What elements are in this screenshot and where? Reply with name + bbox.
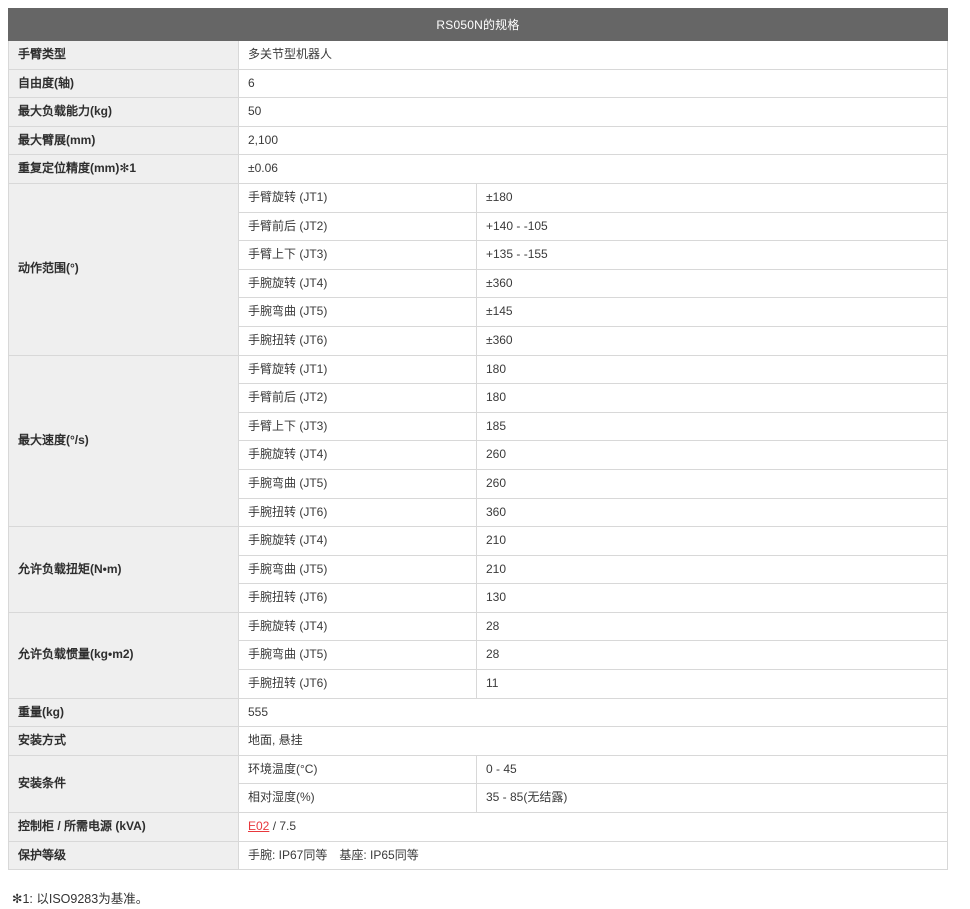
axis-label: 手臂旋转 (JT1) <box>238 354 477 385</box>
axis-value: 130 <box>475 583 949 613</box>
axis-label: 手腕扭转 (JT6) <box>238 669 477 699</box>
row-label-allowable-torque: 允许负载扭矩(N•m) <box>8 526 239 613</box>
row-label-protection: 保护等级 <box>8 840 239 871</box>
axis-label: 手腕弯曲 (JT5) <box>238 554 477 585</box>
row-value-controller: E02 / 7.5 <box>237 812 949 842</box>
row-value-mounting: 地面, 悬挂 <box>237 726 949 756</box>
table-row: 手腕扭转 (JT6) 360 <box>9 497 949 528</box>
axis-value: 210 <box>475 554 949 585</box>
controller-power-text: / 7.5 <box>269 819 297 834</box>
axis-label: 手腕旋转 (JT4) <box>238 526 477 556</box>
row-label: 手臂类型 <box>8 40 239 70</box>
table-row: 控制柜 / 所需电源 (kVA) E02 / 7.5 <box>8 812 949 842</box>
table-row: 重复定位精度(mm)✻1 ±0.06 <box>8 154 949 184</box>
table-title: RS050N的规格 <box>7 8 949 41</box>
row-label-max-speed: 最大速度(°/s) <box>8 354 239 528</box>
axis-value: 28 <box>475 611 949 642</box>
row-value: 6 <box>237 68 949 99</box>
table-row: 相对湿度(%) 35 - 85(无结露) <box>9 783 949 814</box>
row-value-weight: 555 <box>237 697 949 728</box>
axis-label: 手臂前后 (JT2) <box>238 383 477 413</box>
row-value: ±0.06 <box>237 154 949 184</box>
table-row: 重量(kg) 555 <box>8 697 949 728</box>
table-row: 手臂类型 多关节型机器人 <box>8 40 949 70</box>
axis-value: 360 <box>475 497 949 528</box>
axis-label: 手腕弯曲 (JT5) <box>238 468 477 499</box>
row-label: 自由度(轴) <box>8 68 239 99</box>
table-row: 最大速度(°/s) 手臂旋转 (JT1) 180 <box>8 354 949 528</box>
table-row: 手腕扭转 (JT6) ±360 <box>9 325 949 356</box>
row-label-mounting: 安装方式 <box>8 726 239 756</box>
row-label-weight: 重量(kg) <box>8 697 239 728</box>
table-row: 动作范围(°) 手臂旋转 (JT1) ±180 <box>8 182 949 356</box>
table-row: 手腕扭转 (JT6) 130 <box>9 583 949 613</box>
row-label: 最大负载能力(kg) <box>8 97 239 127</box>
table-row: 手腕弯曲 (JT5) 210 <box>9 554 949 585</box>
axis-value: ±145 <box>475 297 949 327</box>
axis-label: 手腕弯曲 (JT5) <box>238 640 477 671</box>
axis-value: 260 <box>475 440 949 470</box>
condition-value: 0 - 45 <box>475 754 949 785</box>
table-row: 手腕旋转 (JT4) ±360 <box>9 268 949 299</box>
table-row: 手腕旋转 (JT4) 260 <box>9 440 949 470</box>
table-row: 手腕弯曲 (JT5) ±145 <box>9 297 949 327</box>
axis-value: +135 - -155 <box>475 240 949 270</box>
table-row: 手腕弯曲 (JT5) 28 <box>9 640 949 671</box>
condition-label: 环境温度(°C) <box>238 754 477 785</box>
table-row: 手臂上下 (JT3) 185 <box>9 411 949 442</box>
table-row: 手臂前后 (JT2) +140 - -105 <box>9 211 949 242</box>
axis-value: 11 <box>475 669 949 699</box>
axis-value: 185 <box>475 411 949 442</box>
axis-label: 手臂上下 (JT3) <box>238 411 477 442</box>
axis-value: 28 <box>475 640 949 671</box>
axis-label: 手腕旋转 (JT4) <box>238 440 477 470</box>
axis-value: 260 <box>475 468 949 499</box>
table-row: 手臂上下 (JT3) +135 - -155 <box>9 240 949 270</box>
table-row: 自由度(轴) 6 <box>8 68 949 99</box>
axis-label: 手臂上下 (JT3) <box>238 240 477 270</box>
axis-value: 180 <box>475 383 949 413</box>
row-value-protection: 手腕: IP67同等 基座: IP65同等 <box>237 840 949 871</box>
table-row: 最大臂展(mm) 2,100 <box>8 125 949 156</box>
table-row: 允许负载惯量(kg•m2) 手腕旋转 (JT4) 28 <box>8 611 949 699</box>
row-label: 最大臂展(mm) <box>8 125 239 156</box>
axis-value: ±360 <box>475 325 949 356</box>
axis-label: 手臂旋转 (JT1) <box>238 182 477 213</box>
axis-label: 手腕旋转 (JT4) <box>238 268 477 299</box>
row-value: 50 <box>237 97 949 127</box>
axis-value: 210 <box>475 526 949 556</box>
axis-label: 手腕扭转 (JT6) <box>238 583 477 613</box>
table-row: 手臂前后 (JT2) 180 <box>9 383 949 413</box>
row-label-allowable-inertia: 允许负载惯量(kg•m2) <box>8 611 239 699</box>
table-row: 允许负载扭矩(N•m) 手腕旋转 (JT4) 210 <box>8 526 949 613</box>
condition-label: 相对湿度(%) <box>238 783 477 814</box>
row-value: 多关节型机器人 <box>237 40 949 70</box>
row-label: 重复定位精度(mm)✻1 <box>8 154 239 184</box>
axis-label: 手腕弯曲 (JT5) <box>238 297 477 327</box>
axis-label: 手臂前后 (JT2) <box>238 211 477 242</box>
table-row: 安装方式 地面, 悬挂 <box>8 726 949 756</box>
axis-value: ±180 <box>475 182 949 213</box>
axis-label: 手腕扭转 (JT6) <box>238 325 477 356</box>
row-value: 2,100 <box>237 125 949 156</box>
axis-value: ±360 <box>475 268 949 299</box>
axis-value: 180 <box>475 354 949 385</box>
condition-value: 35 - 85(无结露) <box>475 783 949 814</box>
row-label-install-conditions: 安装条件 <box>8 754 239 814</box>
controller-model-link[interactable]: E02 <box>248 819 270 834</box>
axis-label: 手腕扭转 (JT6) <box>238 497 477 528</box>
footnote: ✻1: 以ISO9283为基准。 <box>12 892 149 907</box>
row-label-motion-range: 动作范围(°) <box>8 182 239 356</box>
axis-label: 手腕旋转 (JT4) <box>238 611 477 642</box>
table-row: 最大负载能力(kg) 50 <box>8 97 949 127</box>
table-header-row: RS050N的规格 <box>7 8 949 41</box>
row-label-controller: 控制柜 / 所需电源 (kVA) <box>8 812 239 842</box>
robot-specification-table: RS050N的规格 手臂类型 多关节型机器人 自由度(轴) 6 最大负载能力(k… <box>7 8 949 871</box>
table-row: 安装条件 环境温度(°C) 0 - 45 <box>8 754 949 814</box>
table-row: 保护等级 手腕: IP67同等 基座: IP65同等 <box>8 840 949 871</box>
axis-value: +140 - -105 <box>475 211 949 242</box>
